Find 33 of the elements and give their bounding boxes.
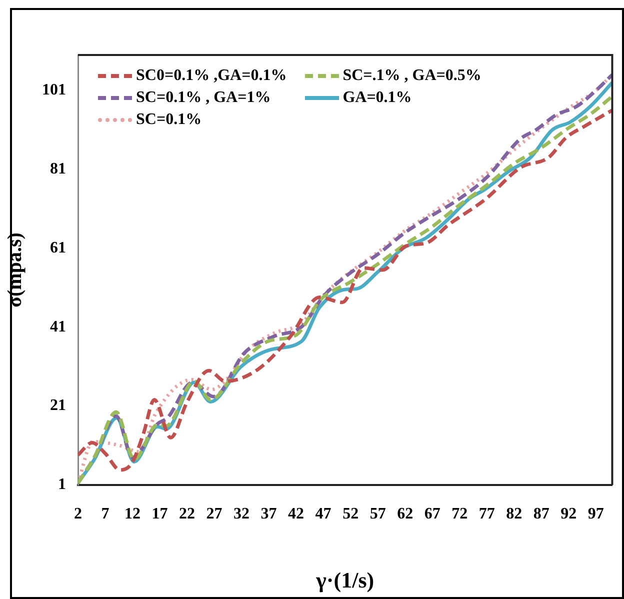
x-axis-title: γ·(1/s) [315,567,374,592]
x-tick-label: 22 [179,506,196,523]
x-tick-label: 17 [152,506,168,523]
legend-label: SC=0.1% [136,111,202,129]
x-tick-label: 62 [397,506,414,523]
legend-label: SC0=0.1% ,GA=0.1% [136,67,287,85]
x-tick-label: 77 [478,506,495,523]
x-tick-label: 82 [506,506,522,523]
y-tick-label: 21 [50,397,66,414]
x-tick-label: 87 [533,506,550,523]
y-tick-label: 81 [50,160,66,178]
y-axis-title: σ(mpa.s) [4,232,26,308]
x-tick-label: 32 [234,506,250,523]
x-tick-label: 97 [588,506,604,523]
x-tick-label: 27 [206,506,222,523]
y-tick-label: 101 [42,82,66,99]
x-tick-label: 57 [370,506,386,523]
x-tick-label: 7 [101,506,110,523]
x-tick-label: 47 [315,506,332,523]
legend-label: GA=0.1% [342,89,412,107]
y-tick-label: 1 [58,476,66,494]
legend-label: SC=.1% , GA=0.5% [342,67,482,85]
x-tick-label: 67 [424,506,440,523]
x-tick-label: 92 [560,506,577,523]
x-tick-label: 52 [342,506,359,523]
y-tick-label: 61 [50,239,66,256]
x-tick-label: 72 [452,506,468,523]
x-tick-label: 42 [288,506,304,523]
x-tick-label: 2 [74,506,82,523]
x-tick-label: 12 [124,506,141,523]
y-tick-label: 41 [50,318,66,336]
x-tick-label: 37 [260,506,277,523]
legend-label: SC=0.1% , GA=1% [136,89,271,107]
